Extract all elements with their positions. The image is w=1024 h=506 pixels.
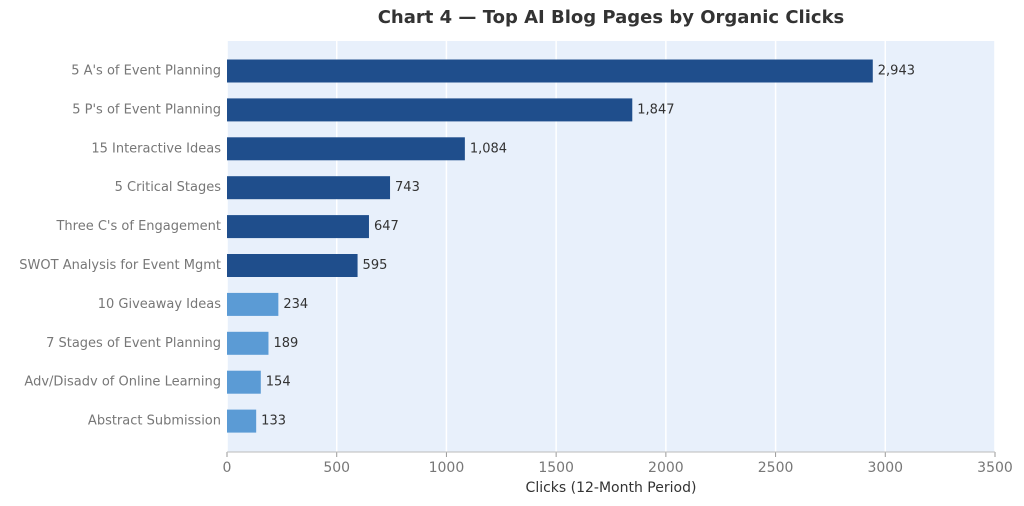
value-label: 154 bbox=[266, 375, 291, 390]
x-tick-label: 3500 bbox=[977, 460, 1013, 476]
bar bbox=[227, 137, 465, 161]
chart-title: Chart 4 — Top AI Blog Pages by Organic C… bbox=[378, 7, 845, 28]
y-tick-label: Adv/Disadv of Online Learning bbox=[24, 375, 221, 390]
y-tick-label: SWOT Analysis for Event Mgmt bbox=[19, 258, 221, 273]
bar bbox=[227, 409, 257, 433]
x-tick-label: 2000 bbox=[648, 460, 684, 476]
value-label: 743 bbox=[395, 180, 420, 195]
value-label: 1,084 bbox=[470, 141, 507, 156]
bar bbox=[227, 254, 358, 277]
bar bbox=[227, 215, 369, 239]
y-tick-label: 7 Stages of Event Planning bbox=[46, 336, 221, 351]
x-tick-label: 0 bbox=[223, 460, 232, 476]
x-tick-label: 1000 bbox=[429, 460, 465, 476]
x-tick-label: 3000 bbox=[867, 460, 903, 476]
y-tick-label: 10 Giveaway Ideas bbox=[98, 297, 221, 312]
value-label: 2,943 bbox=[878, 64, 915, 79]
x-axis-label: Clicks (12-Month Period) bbox=[526, 480, 697, 496]
x-tick-label: 2500 bbox=[758, 460, 794, 476]
bar bbox=[227, 176, 391, 200]
value-label: 189 bbox=[273, 336, 298, 351]
value-label: 647 bbox=[374, 219, 399, 234]
y-tick-label: 5 P's of Event Planning bbox=[72, 102, 221, 117]
value-label: 133 bbox=[261, 414, 286, 429]
value-label: 234 bbox=[283, 297, 308, 312]
bar bbox=[227, 370, 261, 394]
bar bbox=[227, 292, 279, 316]
bar bbox=[227, 98, 633, 122]
y-tick-label: 15 Interactive Ideas bbox=[91, 141, 221, 156]
y-tick-label: Abstract Submission bbox=[88, 414, 221, 429]
x-tick-label: 500 bbox=[323, 460, 350, 476]
value-label: 1,847 bbox=[637, 102, 674, 117]
x-tick-label: 1500 bbox=[538, 460, 574, 476]
y-tick-label: Three C's of Engagement bbox=[55, 219, 221, 234]
y-tick-label: 5 A's of Event Planning bbox=[71, 64, 221, 79]
bar bbox=[227, 59, 873, 83]
value-label: 595 bbox=[363, 258, 388, 273]
bar bbox=[227, 331, 269, 355]
y-tick-label: 5 Critical Stages bbox=[115, 180, 222, 195]
